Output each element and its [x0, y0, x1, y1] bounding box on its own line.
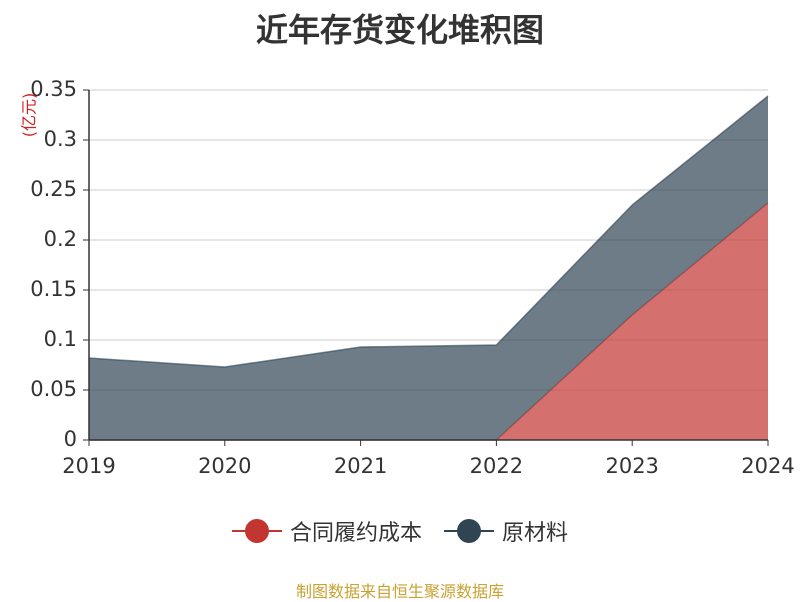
series-line-1 — [88, 95, 769, 368]
x-tick-label: 2024 — [741, 454, 794, 478]
y-tick-label: 0.35 — [30, 77, 77, 101]
legend-label: 原材料 — [502, 521, 569, 546]
y-tick-label: 0.1 — [44, 327, 77, 351]
x-tick-label: 2021 — [334, 454, 387, 478]
legend-label: 合同履约成本 — [289, 521, 422, 546]
legend-marker-icon — [444, 519, 494, 543]
axes: 0 0.05 0.1 0.15 0.2 0.25 0.3 0.35 2019 2020 2021 20… — [30, 77, 794, 478]
y-tick-label: 0.25 — [30, 177, 77, 201]
area-series-0[interactable] — [89, 203, 768, 440]
chart-title: 近年存货变化堆积图 — [255, 11, 544, 49]
x-tick-label: 2020 — [198, 454, 251, 478]
y-tick-label: 0.05 — [30, 377, 77, 401]
legend-item-contract-cost[interactable]: 合同履约成本 — [231, 515, 422, 547]
x-tick-label: 2019 — [62, 454, 115, 478]
y-tick-label: 0 — [64, 427, 77, 451]
x-tick-label: 2023 — [605, 454, 658, 478]
y-tick-label: 0.3 — [44, 127, 77, 151]
y-tick-label: 0.2 — [44, 227, 77, 251]
area-series-1[interactable] — [89, 96, 768, 440]
y-tick-label: 0.15 — [30, 277, 77, 301]
x-tick-label: 2022 — [470, 454, 523, 478]
y-axis-label: (亿元) — [20, 93, 39, 138]
legend: 合同履约成本 原材料 — [0, 515, 800, 547]
legend-item-raw-materials[interactable]: 原材料 — [444, 515, 568, 547]
legend-marker-icon — [231, 519, 282, 543]
source-note: 制图数据来自恒生聚源数据库 — [295, 582, 504, 601]
area-layer — [88, 95, 769, 441]
